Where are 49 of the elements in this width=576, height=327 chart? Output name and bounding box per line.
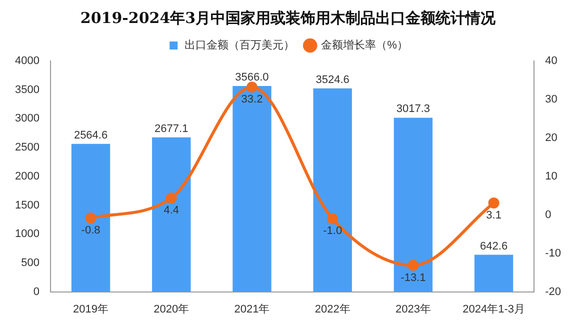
bar	[474, 254, 514, 292]
data-label: 642.6	[480, 240, 508, 252]
legend-label: 出口金额（百万美元）	[184, 38, 295, 52]
y-tick-label: 4000	[14, 55, 40, 68]
data-label: 4.4	[164, 204, 180, 216]
x-tick-label: 2019年	[73, 303, 109, 316]
bar	[313, 88, 352, 292]
data-label: 2677.1	[154, 122, 188, 135]
y2-tick-label: 20	[545, 132, 558, 144]
bar	[232, 86, 272, 292]
data-label: -13.1	[400, 272, 426, 284]
x-tick-label: 2021年	[234, 303, 270, 316]
y2-tick-label: -20	[545, 286, 562, 298]
y2-tick-label: 10	[545, 170, 558, 182]
x-tick-label: 2020年	[154, 303, 190, 316]
x-tick-label: 2022年	[314, 303, 350, 316]
y2-tick-label: 0	[545, 208, 552, 221]
legend-label: 金额增长率（%）	[321, 38, 408, 52]
data-label: 3.1	[486, 209, 502, 222]
y2-tick-label: -10	[545, 247, 562, 260]
y-tick-label: 2000	[14, 170, 40, 182]
x-tick-label: 2023年	[395, 303, 431, 316]
y2-tick-label: 40	[545, 55, 558, 68]
data-label: 2564.6	[74, 129, 108, 142]
data-label: 33.2	[241, 94, 263, 106]
y-tick-label: 0	[33, 286, 40, 298]
point	[166, 192, 177, 204]
data-label: -0.8	[81, 224, 100, 236]
point	[85, 212, 96, 224]
y-tick-label: 3000	[14, 112, 40, 125]
y-tick-label: 500	[21, 256, 40, 269]
y-tick-label: 1500	[14, 199, 40, 212]
data-label: -1.0	[323, 225, 342, 238]
y-tick-label: 3500	[14, 84, 40, 96]
point	[246, 82, 258, 93]
x-tick-label: 2024年1-3月	[462, 303, 525, 316]
chart-title: 2019-2024年3月中国家用或装饰用木制品出口金额统计情况	[80, 8, 497, 27]
bar	[152, 137, 191, 292]
data-label: 3566.0	[235, 72, 269, 84]
y-tick-label: 1000	[14, 228, 40, 240]
point	[327, 213, 338, 224]
bar	[394, 118, 433, 292]
data-label: 3524.6	[316, 74, 350, 86]
y2-tick-label: 30	[545, 94, 558, 106]
data-label: 3017.3	[396, 103, 430, 116]
point	[488, 197, 500, 208]
bar	[71, 144, 110, 292]
y-tick-label: 2500	[14, 142, 40, 154]
point	[408, 260, 419, 271]
